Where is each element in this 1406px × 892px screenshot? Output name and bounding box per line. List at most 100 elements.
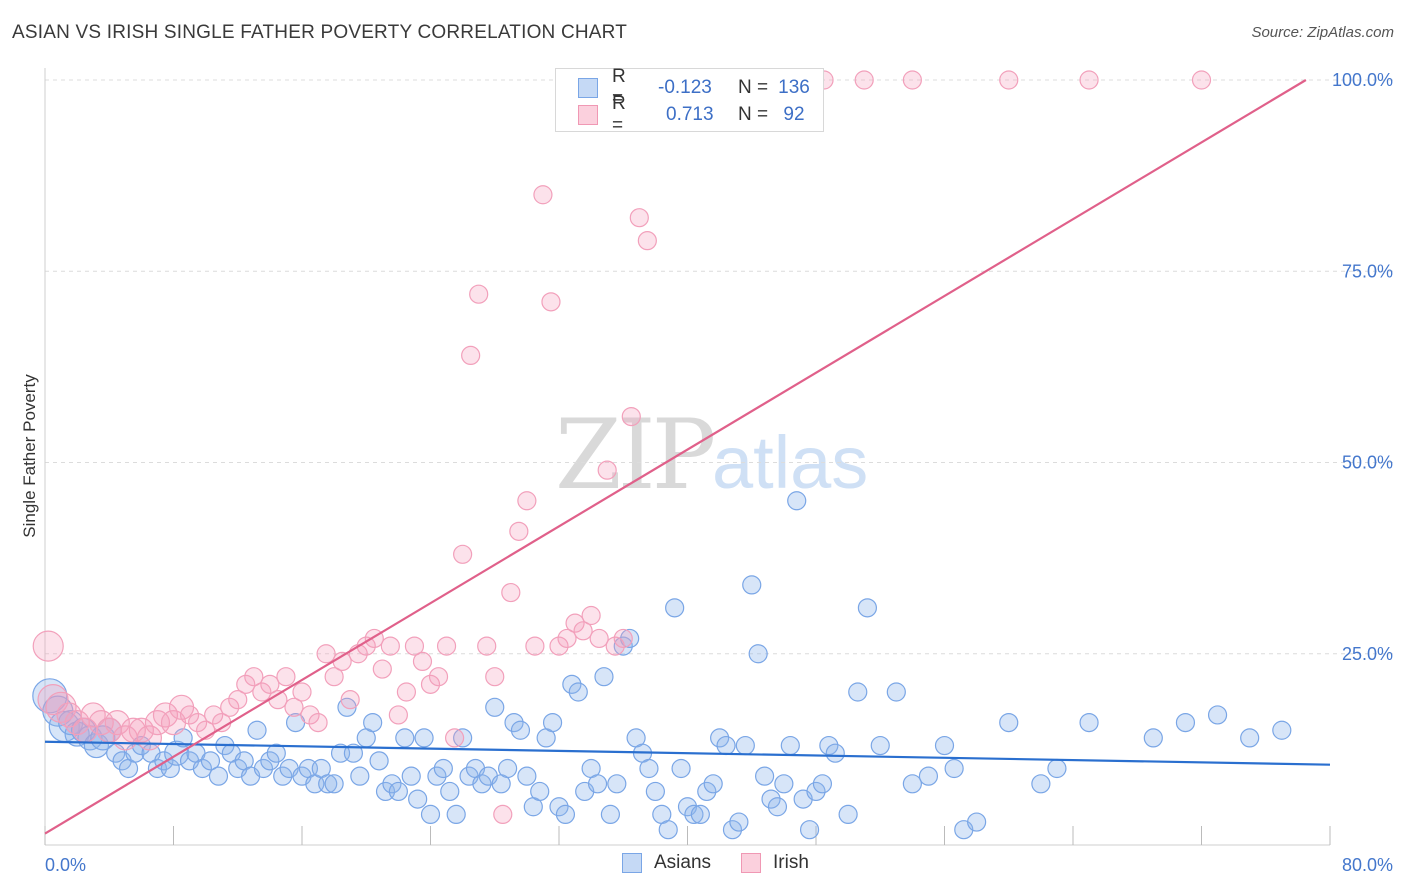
irish-point (485, 667, 505, 687)
asian-point (1047, 758, 1067, 779)
series-swatch-asians (622, 853, 642, 873)
irish-point (104, 709, 130, 736)
asian-point (549, 797, 569, 817)
asian-point (748, 644, 768, 664)
asian-point (918, 766, 939, 786)
irish-point (477, 636, 497, 656)
asian-point (684, 804, 704, 825)
series-legend-irish[interactable]: Irish (741, 852, 809, 874)
asian-point (848, 682, 868, 702)
asian-point (1031, 774, 1051, 794)
asian-point (568, 682, 588, 702)
asian-point (401, 766, 421, 786)
legend-n-value-asians: 136 (778, 77, 810, 98)
irish-point (629, 208, 649, 228)
asian-point (273, 766, 293, 786)
legend-swatch-asians (578, 78, 598, 98)
asian-trend-line (44, 740, 1331, 766)
legend-row-asians: R = -0.123 N = 136 (578, 66, 814, 109)
asian-point (729, 812, 749, 832)
asian-point (716, 735, 736, 756)
irish-point (308, 712, 328, 733)
series-legend-asians[interactable]: Asians (622, 852, 711, 874)
asian-point (710, 728, 730, 748)
asian-point (440, 781, 460, 802)
asian-point (542, 712, 563, 733)
irish-point (204, 705, 224, 725)
legend-r-label: R = (612, 93, 626, 136)
asian-point (665, 598, 685, 618)
asian-point (369, 751, 389, 771)
asian-point (1079, 712, 1099, 733)
irish-point (621, 407, 641, 427)
asian-point (780, 735, 800, 756)
irish-point (128, 717, 154, 743)
irish-point (152, 702, 179, 728)
asian-point (671, 758, 691, 779)
asian-point (504, 712, 524, 733)
irish-point (517, 491, 537, 511)
asian-point (735, 735, 755, 756)
y-tick-label: 100.0% (1332, 70, 1393, 90)
asian-point (999, 712, 1019, 733)
asian-point (1143, 728, 1163, 748)
asian-point (266, 743, 286, 763)
irish-point (589, 628, 609, 649)
asian-point (395, 728, 415, 748)
series-label-asians: Asians (654, 852, 712, 873)
asian-point (806, 781, 826, 802)
asian-point (446, 804, 466, 825)
irish-point (324, 667, 344, 687)
asian-point (388, 781, 408, 802)
asian-point (819, 735, 839, 756)
asian-point (600, 804, 621, 825)
asian-point (587, 774, 608, 794)
irish-point (557, 628, 577, 649)
asian-point (594, 667, 614, 687)
asian-point (453, 728, 473, 748)
irish-point (340, 690, 360, 710)
asian-point (761, 789, 781, 809)
irish-point (854, 70, 874, 90)
asian-point (645, 781, 665, 802)
irish-point (573, 621, 593, 641)
chart-title: ASIAN VS IRISH SINGLE FATHER POVERTY COR… (12, 22, 628, 43)
irish-point (999, 70, 1019, 90)
legend-n-label: N = (738, 77, 769, 98)
irish-point (300, 705, 320, 725)
irish-point (1191, 70, 1212, 90)
irish-point (412, 651, 433, 672)
asian-point (192, 758, 213, 779)
asian-point (247, 720, 267, 740)
asian-point (382, 774, 402, 794)
irish-point (276, 667, 296, 687)
asian-point (787, 491, 807, 511)
irish-point (284, 697, 304, 717)
asian-point (1207, 705, 1228, 725)
irish-point (436, 636, 457, 656)
asian-point (703, 774, 723, 794)
irish-point (220, 697, 240, 717)
irish-point (613, 628, 633, 649)
asian-point (530, 781, 550, 802)
legend-r-value-asians: -0.123 (658, 77, 712, 98)
irish-point (420, 674, 441, 694)
irish-point (380, 636, 400, 656)
irish-point (469, 284, 489, 304)
asian-point (208, 766, 229, 786)
asian-point (967, 812, 987, 832)
asian-point (1272, 720, 1292, 740)
asian-point (517, 766, 537, 786)
asian-point (902, 774, 922, 794)
asian-point (944, 758, 964, 779)
asian-point (420, 804, 441, 825)
asian-point (1175, 712, 1196, 733)
irish-point (509, 521, 529, 541)
irish-point (1079, 70, 1099, 90)
asian-point (870, 735, 890, 756)
asian-point (343, 743, 363, 763)
asian-point (1240, 728, 1260, 748)
irish-point (396, 682, 417, 702)
asian-point (857, 598, 878, 618)
